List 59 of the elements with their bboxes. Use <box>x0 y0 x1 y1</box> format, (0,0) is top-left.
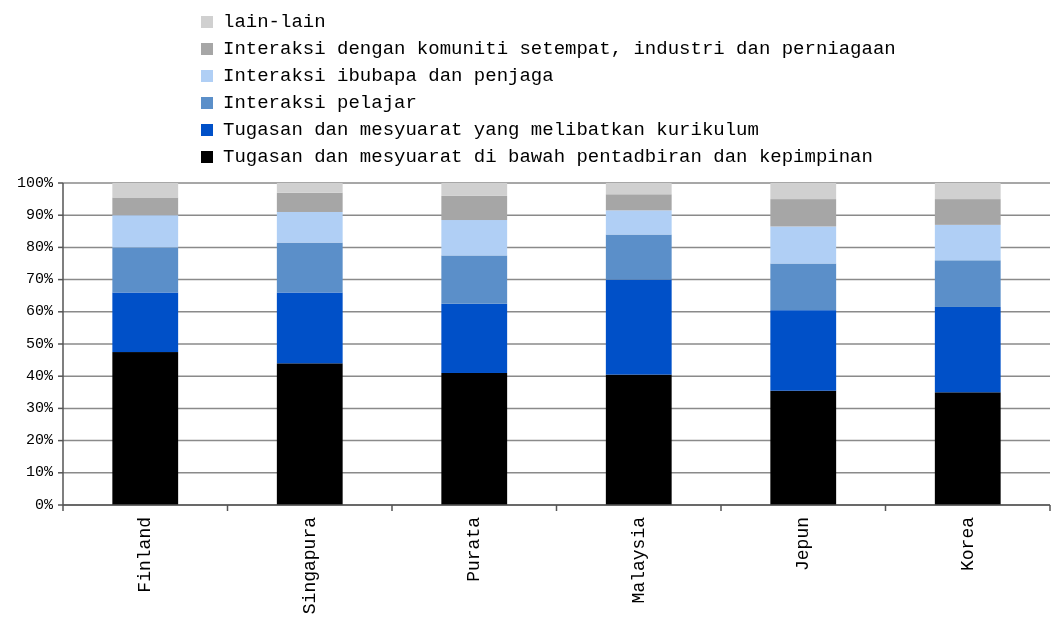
bar <box>276 192 343 212</box>
legend-label: Interaksi dengan komuniti setempat, industri dan perniagaan <box>223 38 896 60</box>
y-tick-label: 50% <box>25 335 54 353</box>
x-tick-label: Singapura <box>299 516 320 615</box>
bar <box>605 194 672 211</box>
y-tick-label: 70% <box>25 271 54 289</box>
bar <box>276 211 343 243</box>
x-tick-label: Finland <box>135 517 156 593</box>
bar <box>605 234 672 280</box>
y-tick-label: 100% <box>16 174 54 192</box>
bar <box>276 292 343 364</box>
bar <box>605 183 672 195</box>
bar <box>441 195 508 221</box>
y-tick-label: 60% <box>25 303 54 321</box>
bar <box>934 224 1001 261</box>
bar <box>441 220 508 256</box>
bar <box>112 352 179 505</box>
bar <box>770 390 837 505</box>
x-tick-label: Purata <box>464 516 485 582</box>
y-tick-label: 80% <box>25 238 54 256</box>
bar <box>770 199 837 227</box>
bar <box>934 306 1001 393</box>
x-tick-label: Korea <box>957 516 978 572</box>
bar <box>276 183 343 193</box>
bar <box>112 183 179 198</box>
legend-label: Interaksi pelajar <box>223 92 417 114</box>
bar <box>770 263 837 311</box>
bar <box>934 183 1001 200</box>
bar <box>441 255 508 304</box>
x-tick-label: Jepun <box>793 517 814 572</box>
bar <box>934 392 1001 505</box>
bar <box>934 260 1001 307</box>
legend-label: Interaksi ibubapa dan penjaga <box>223 65 554 87</box>
bar <box>112 215 179 248</box>
y-tick-label: 0% <box>34 496 54 514</box>
y-tick-label: 90% <box>25 206 54 224</box>
x-tick-label: Malaysia <box>628 516 649 604</box>
bar <box>276 363 343 505</box>
bar <box>770 183 837 200</box>
bar <box>112 292 179 353</box>
bar <box>934 199 1001 225</box>
bar <box>112 247 179 293</box>
legend-label: Tugasan dan mesyuarat di bawah pentadbiran dan kepimpinan <box>223 146 873 168</box>
bar <box>441 303 508 373</box>
bar <box>441 183 508 196</box>
y-tick-label: 10% <box>25 464 54 482</box>
y-tick-label: 40% <box>25 367 54 385</box>
y-tick-label: 20% <box>25 432 54 450</box>
bar <box>605 374 672 505</box>
bar <box>770 310 837 391</box>
legend-label: lain-lain <box>223 11 326 33</box>
legend-label: Tugasan dan mesyuarat yang melibatkan kurikulum <box>223 119 759 141</box>
bar <box>770 226 837 264</box>
bar <box>605 210 672 235</box>
bar <box>605 279 672 375</box>
bar <box>276 242 343 293</box>
bar <box>112 197 179 216</box>
bar <box>441 372 508 505</box>
y-tick-label: 30% <box>25 399 54 417</box>
